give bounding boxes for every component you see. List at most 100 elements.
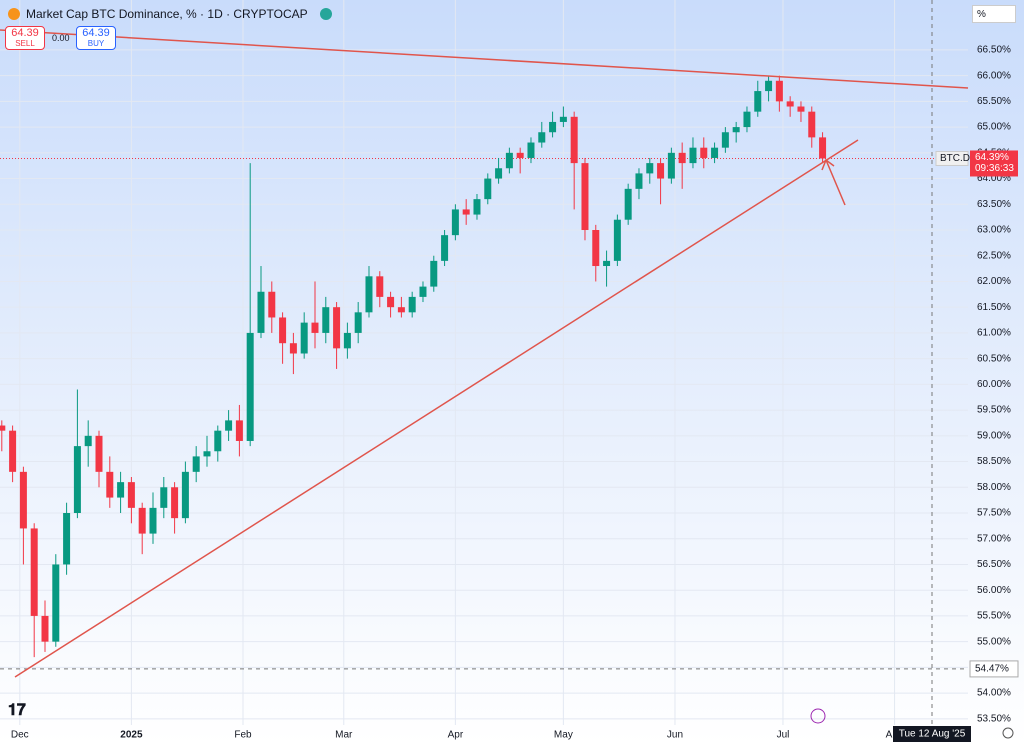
candle-body [797, 106, 805, 112]
candle-body [441, 235, 449, 261]
crosshair-label: 54.47% [975, 664, 1009, 675]
y-tick-label: 59.00% [977, 430, 1011, 441]
candle-body [538, 132, 546, 143]
candle-body [354, 312, 362, 333]
chart-title: Market Cap BTC Dominance, % · 1D · CRYPT… [26, 7, 308, 21]
candle-body [106, 471, 114, 498]
candle-body [397, 307, 405, 313]
y-tick-label: 55.00% [977, 636, 1011, 647]
candle-body [246, 332, 254, 441]
y-tick-label: 55.50% [977, 611, 1011, 622]
y-tick-label: 59.50% [977, 405, 1011, 416]
spread: 0.00 [52, 33, 70, 43]
y-tick-label: 57.50% [977, 508, 1011, 519]
candle-body [775, 80, 783, 102]
candle-body [63, 513, 71, 565]
logo: 𝟏𝟕 [8, 702, 26, 719]
candle-body [754, 91, 762, 112]
candle-body [300, 322, 308, 354]
candle-body [192, 456, 200, 472]
coin-icon [8, 8, 20, 20]
candle-body [657, 163, 665, 179]
candle-body [570, 116, 578, 164]
candle-body [808, 111, 816, 138]
candle-body [214, 430, 222, 452]
y-tick-label: 66.50% [977, 45, 1011, 56]
scale-button[interactable]: % [972, 5, 1016, 23]
candle-body [138, 507, 146, 534]
settings-icon[interactable] [1002, 727, 1014, 739]
y-tick-label: 63.00% [977, 225, 1011, 236]
candle-body [171, 487, 179, 519]
candle-body [581, 163, 589, 231]
y-tick-label: 60.50% [977, 353, 1011, 364]
y-tick-label: 64.00% [977, 173, 1011, 184]
candle-body [484, 178, 492, 200]
candle-body [667, 152, 675, 179]
y-tick-label: 61.00% [977, 328, 1011, 339]
candle-body [743, 111, 751, 128]
candle-body [387, 296, 395, 308]
y-tick-label: 63.50% [977, 199, 1011, 210]
x-tick-label: Dec [11, 730, 29, 741]
crosshair-date: Tue 12 Aug '25 [899, 729, 966, 740]
title-row: Market Cap BTC Dominance, % · 1D · CRYPT… [8, 7, 332, 21]
candle-body [495, 168, 503, 179]
symbol-box [935, 150, 969, 166]
candle-body [181, 471, 189, 519]
candle-body [430, 260, 438, 287]
candle-body [559, 116, 567, 122]
lower-trendline [14, 139, 859, 678]
candle-body [225, 420, 233, 431]
candle-body [603, 260, 611, 267]
countdown: 09:36:33 [975, 163, 1014, 174]
y-tick-label: 65.50% [977, 96, 1011, 107]
symbol-label: BTC.D [940, 153, 970, 164]
candle-body [149, 507, 157, 534]
candle-body [732, 127, 740, 133]
status-dot [319, 8, 332, 20]
candle-body [721, 132, 729, 148]
candle-body [322, 307, 330, 333]
candle-body [527, 142, 535, 158]
candle-body [819, 137, 827, 159]
candle-body [624, 188, 632, 220]
candle-body [549, 121, 557, 133]
candle-body [408, 296, 416, 313]
candle-body [289, 343, 297, 354]
last-price-box [970, 150, 1018, 177]
x-tick-label: Mar [335, 730, 353, 741]
x-tick-label: Jun [667, 730, 683, 741]
alert-icon[interactable] [810, 708, 826, 724]
candle-body [19, 471, 27, 529]
candle-body [279, 317, 287, 344]
candle-body [0, 425, 6, 431]
candle-body [235, 420, 243, 441]
candle-body [592, 230, 600, 267]
x-tick-label: May [554, 730, 573, 741]
candle-body [376, 276, 384, 297]
candle-body [646, 163, 654, 174]
y-tick-label: 56.50% [977, 559, 1011, 570]
candle-body [52, 564, 60, 642]
candle-body [473, 199, 481, 215]
candle-body [613, 219, 621, 261]
candle-body [462, 209, 470, 215]
sell-button[interactable]: 64.39 SELL [5, 26, 45, 50]
buy-button[interactable]: 64.39 BUY [76, 26, 116, 50]
candle-body [73, 446, 81, 514]
candle-body [41, 615, 49, 642]
y-tick-label: 65.00% [977, 122, 1011, 133]
y-tick-label: 66.00% [977, 70, 1011, 81]
candle-body [678, 152, 686, 164]
arrow-head [821, 158, 835, 171]
y-tick-label: 54.00% [977, 688, 1011, 699]
y-tick-label: 57.00% [977, 533, 1011, 544]
candle-body [505, 152, 513, 169]
buy-label: BUY [87, 39, 105, 48]
candle-body [700, 147, 708, 158]
candle-body [203, 451, 211, 457]
